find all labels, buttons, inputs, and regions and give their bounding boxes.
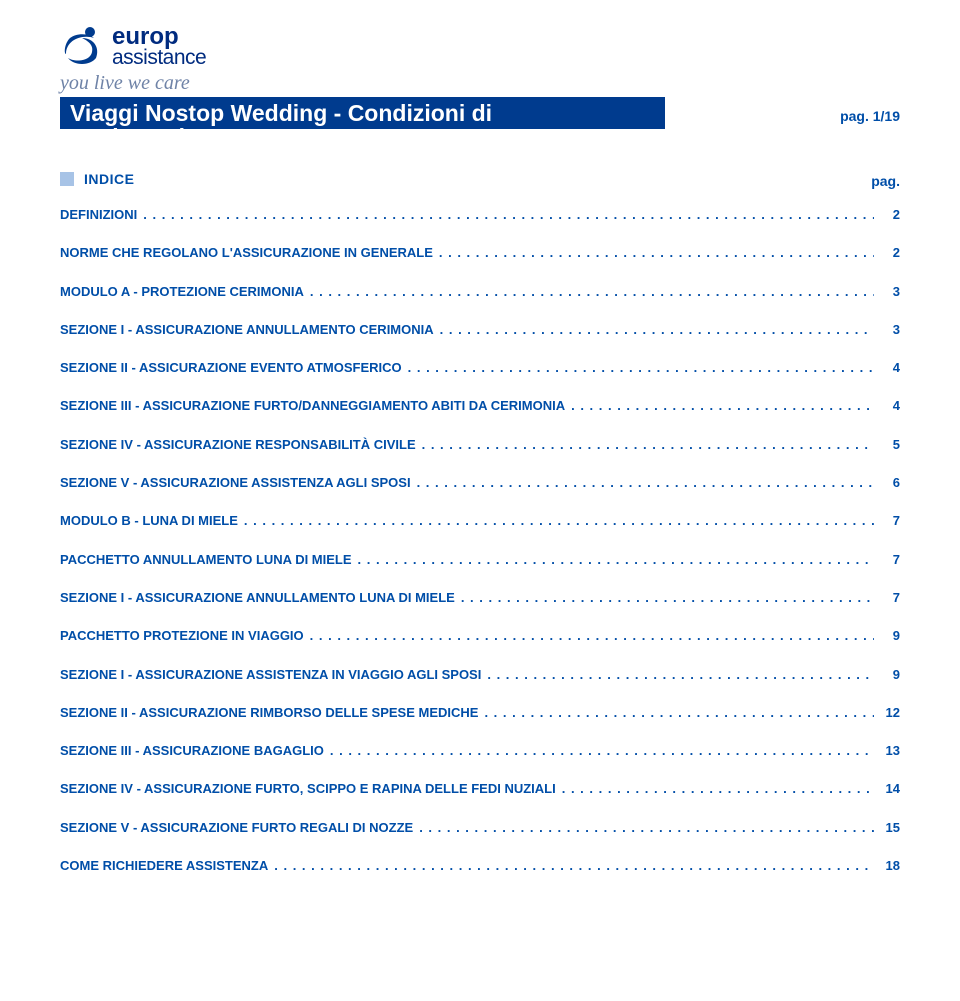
brand-logo: europ assistance you live we care [60,24,900,95]
toc-entry[interactable]: NORME CHE REGOLANO L'ASSICURAZIONE IN GE… [60,245,900,260]
toc-entry[interactable]: SEZIONE IV - ASSICURAZIONE FURTO, SCIPPO… [60,781,900,796]
toc-leader-dots [419,820,874,835]
toc-entry[interactable]: MODULO A - PROTEZIONE CERIMONIA 3 [60,284,900,299]
toc-heading-text: INDICE [84,171,134,187]
toc-leader-dots [244,513,874,528]
toc-leader-dots [439,245,874,260]
toc-entry-label: SEZIONE I - ASSICURAZIONE ASSISTENZA IN … [60,667,481,682]
logo-line1: europ [112,25,206,49]
toc-entry[interactable]: MODULO B - LUNA DI MIELE 7 [60,513,900,528]
toc-entry-label: SEZIONE V - ASSICURAZIONE ASSISTENZA AGL… [60,475,411,490]
toc-entry-page: 2 [880,207,900,222]
toc-entry-page: 18 [880,858,900,873]
toc-entry-page: 9 [880,628,900,643]
toc-entry-page: 4 [880,360,900,375]
toc-leader-dots [440,322,874,337]
logo-wordmark: europ assistance [112,25,206,68]
toc-entry-page: 7 [880,552,900,567]
toc-entry-page: 7 [880,513,900,528]
toc-entry-page: 6 [880,475,900,490]
toc-leader-dots [274,858,874,873]
toc-leader-dots [358,552,874,567]
toc-entry-label: DEFINIZIONI [60,207,137,222]
toc-entry-page: 13 [880,743,900,758]
toc-heading: INDICE [60,171,134,187]
toc-header: INDICE pag. [60,171,900,189]
toc-entry-label: COME RICHIEDERE ASSISTENZA [60,858,268,873]
toc-entry-label: SEZIONE III - ASSICURAZIONE FURTO/DANNEG… [60,398,565,413]
toc-leader-dots [484,705,874,720]
page-indicator: pag. 1/19 [840,108,900,124]
toc-entry-page: 4 [880,398,900,413]
toc-entry-page: 2 [880,245,900,260]
toc-entry[interactable]: SEZIONE III - ASSICURAZIONE BAGAGLIO 13 [60,743,900,758]
toc-entry[interactable]: PACCHETTO ANNULLAMENTO LUNA DI MIELE 7 [60,552,900,567]
toc-entry-page: 5 [880,437,900,452]
toc-leader-dots [487,667,874,682]
toc-entry[interactable]: PACCHETTO PROTEZIONE IN VIAGGIO 9 [60,628,900,643]
toc-entry-page: 12 [880,705,900,720]
page-title: Viaggi Nostop Wedding - Condizioni di As… [60,97,665,129]
logo-tagline: you live we care [60,72,900,95]
toc-entry-page: 15 [880,820,900,835]
toc-leader-dots [571,398,874,413]
toc-entry-label: SEZIONE V - ASSICURAZIONE FURTO REGALI D… [60,820,413,835]
toc-leader-dots [143,207,874,222]
toc-entry-page: 3 [880,322,900,337]
toc-entry[interactable]: SEZIONE II - ASSICURAZIONE RIMBORSO DELL… [60,705,900,720]
toc-entry[interactable]: DEFINIZIONI 2 [60,207,900,222]
toc-leader-dots [330,743,874,758]
toc-entry-label: PACCHETTO ANNULLAMENTO LUNA DI MIELE [60,552,352,567]
toc-entry-label: SEZIONE I - ASSICURAZIONE ANNULLAMENTO C… [60,322,434,337]
toc-entry[interactable]: SEZIONE IV - ASSICURAZIONE RESPONSABILIT… [60,437,900,452]
toc-entry-label: PACCHETTO PROTEZIONE IN VIAGGIO [60,628,304,643]
toc-entry[interactable]: SEZIONE V - ASSICURAZIONE FURTO REGALI D… [60,820,900,835]
toc-leader-dots [310,284,874,299]
toc-entry[interactable]: SEZIONE I - ASSICURAZIONE ASSISTENZA IN … [60,667,900,682]
toc-entry-page: 7 [880,590,900,605]
toc-entry[interactable]: SEZIONE V - ASSICURAZIONE ASSISTENZA AGL… [60,475,900,490]
toc-entry-label: NORME CHE REGOLANO L'ASSICURAZIONE IN GE… [60,245,433,260]
toc-entry-page: 3 [880,284,900,299]
logo-lockup: europ assistance [60,24,900,68]
toc-entry-page: 9 [880,667,900,682]
toc-entry[interactable]: SEZIONE I - ASSICURAZIONE ANNULLAMENTO C… [60,322,900,337]
toc-entry-label: MODULO A - PROTEZIONE CERIMONIA [60,284,304,299]
ea-mark-icon [60,24,104,68]
toc-entry-label: MODULO B - LUNA DI MIELE [60,513,238,528]
toc-entry[interactable]: SEZIONE III - ASSICURAZIONE FURTO/DANNEG… [60,398,900,413]
toc-leader-dots [417,475,874,490]
table-of-contents: DEFINIZIONI 2 NORME CHE REGOLANO L'ASSICUR… [60,207,900,873]
toc-entry-label: SEZIONE IV - ASSICURAZIONE RESPONSABILIT… [60,437,416,452]
toc-page-column-header: pag. [871,173,900,189]
toc-leader-dots [461,590,874,605]
toc-entry-label: SEZIONE IV - ASSICURAZIONE FURTO, SCIPPO… [60,781,556,796]
toc-entry[interactable]: SEZIONE I - ASSICURAZIONE ANNULLAMENTO L… [60,590,900,605]
toc-entry-label: SEZIONE II - ASSICURAZIONE EVENTO ATMOSF… [60,360,402,375]
toc-leader-dots [408,360,874,375]
toc-leader-dots [562,781,874,796]
toc-leader-dots [422,437,874,452]
document-header: Viaggi Nostop Wedding - Condizioni di As… [60,97,900,129]
logo-line2: assistance [112,47,206,68]
toc-entry-label: SEZIONE I - ASSICURAZIONE ANNULLAMENTO L… [60,590,455,605]
toc-entry-label: SEZIONE II - ASSICURAZIONE RIMBORSO DELL… [60,705,478,720]
square-bullet-icon [60,172,74,186]
toc-entry-page: 14 [880,781,900,796]
toc-entry[interactable]: SEZIONE II - ASSICURAZIONE EVENTO ATMOSF… [60,360,900,375]
toc-entry[interactable]: COME RICHIEDERE ASSISTENZA 18 [60,858,900,873]
toc-entry-label: SEZIONE III - ASSICURAZIONE BAGAGLIO [60,743,324,758]
toc-leader-dots [310,628,874,643]
